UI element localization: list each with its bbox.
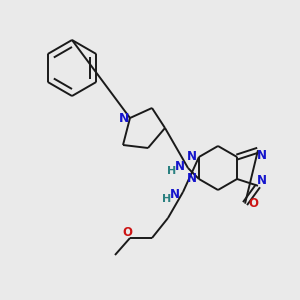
Text: N: N [170, 188, 180, 200]
Text: O: O [122, 226, 132, 238]
Text: N: N [187, 151, 197, 164]
Text: N: N [175, 160, 185, 172]
Text: H: H [162, 194, 172, 204]
Text: H: H [167, 166, 177, 176]
Text: N: N [119, 112, 129, 125]
Text: N: N [187, 172, 197, 185]
Text: O: O [248, 197, 258, 210]
Text: N: N [257, 149, 267, 162]
Text: N: N [257, 174, 267, 187]
